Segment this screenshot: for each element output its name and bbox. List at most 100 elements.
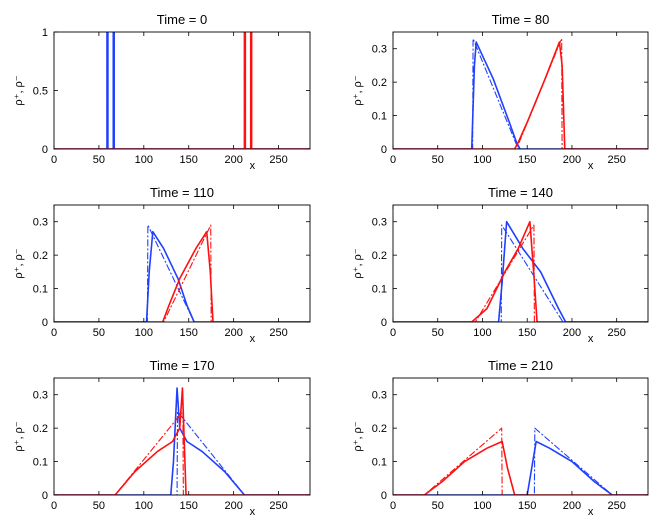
y-tick-label: 0 [42,490,48,502]
y-axis-label: ρ⁺, ρ⁻ [13,421,25,451]
x-tick-label: 50 [93,327,105,339]
y-tick-label: 0.2 [372,77,387,89]
x-tick-label: 100 [135,154,153,166]
x-tick-label: 200 [224,327,242,339]
y-tick-label: 0.1 [33,284,48,296]
y-tick-label: 0.3 [33,217,48,229]
series-line-red-solid [54,32,310,149]
series-line-blue-solid [393,41,648,149]
series-group [393,427,648,495]
series-line-red-dashed [393,38,648,149]
series-line-red-dashed [54,410,310,495]
series-line-red-dashed [54,224,310,322]
y-tick-label: 0.2 [33,423,48,435]
subplot-2: 0 50 100 150 200 250 0 0.1 0.2 0.3 Time = 80 x ρ⁺, ρ… [352,12,649,172]
axes-frame [392,377,649,496]
y-axis-label: ρ⁺, ρ⁻ [13,248,25,278]
axes-frame [392,204,649,323]
series-line-red-solid [393,440,648,495]
x-tick-label: 50 [432,154,444,166]
x-tick-label: 0 [390,500,396,512]
x-tick-label: 150 [180,500,198,512]
x-tick-label: 250 [269,327,287,339]
series-line-blue-dashed [393,38,648,149]
subplot-3: 0 50 100 150 200 250 0 0.1 0.2 0.3 Time = 110 x ρ⁺, … [13,185,311,345]
chart-title: Time = 170 [150,358,215,373]
y-axis-label: ρ⁺, ρ⁻ [352,421,364,451]
chart-title: Time = 140 [488,185,553,200]
x-tick-label: 100 [473,500,491,512]
x-tick-label: 200 [224,500,242,512]
series-line-blue-solid [393,440,648,495]
x-tick-label: 0 [51,327,57,339]
y-tick-label: 0.3 [372,44,387,56]
x-axis-label: x [588,333,594,345]
y-axis-label: ρ⁺, ρ⁻ [13,75,25,105]
series-line-blue-solid [54,230,310,322]
x-axis-label: x [250,506,256,518]
y-tick-label: 0 [381,317,387,329]
x-tick-label: 250 [269,154,287,166]
y-axis-label: ρ⁺, ρ⁻ [352,248,364,278]
x-tick-label: 250 [608,500,626,512]
x-tick-label: 100 [135,500,153,512]
series-line-blue-dashed [54,410,310,495]
axes-frame [53,204,311,323]
series-line-blue-dashed [393,427,648,495]
x-tick-label: 150 [518,500,536,512]
subplot-5: 0 50 100 150 200 250 0 0.1 0.2 0.3 Time = 170 x ρ⁺, … [13,358,311,518]
subplot-1: 0 50 100 150 200 250 0 0.5 1 Time = 0 x ρ⁺, ρ⁻ [13,12,311,172]
series-line-blue-dashed [393,224,648,322]
series-line-red-solid [54,387,310,495]
y-axis-label: ρ⁺, ρ⁻ [352,75,364,105]
x-tick-label: 150 [518,327,536,339]
series-line-red-solid [393,220,648,322]
axes-frame [53,377,311,496]
y-tick-label: 0.1 [372,284,387,296]
axes-frame [392,31,649,150]
x-tick-label: 200 [224,154,242,166]
x-tick-label: 150 [518,154,536,166]
x-tick-label: 150 [180,154,198,166]
x-tick-label: 50 [432,500,444,512]
y-tick-label: 0.2 [33,250,48,262]
chart-title: Time = 110 [150,185,214,200]
chart-title: Time = 0 [157,12,207,27]
subplot-6: 0 50 100 150 200 250 0 0.1 0.2 0.3 Time = 210 x ρ⁺, … [352,358,649,518]
y-tick-label: 0.1 [33,457,48,469]
series-line-red-dashed [393,224,648,322]
x-tick-label: 250 [608,327,626,339]
y-tick-label: 0.5 [33,86,48,98]
y-tick-label: 0 [42,144,48,156]
x-axis-label: x [588,160,594,172]
y-tick-label: 0 [42,317,48,329]
series-group [393,220,648,322]
x-tick-label: 50 [93,500,105,512]
x-axis-label: x [250,333,256,345]
y-tick-label: 0 [381,144,387,156]
y-tick-label: 0.1 [372,111,387,123]
y-tick-label: 1 [42,27,48,39]
y-tick-label: 0.3 [33,390,48,402]
x-tick-label: 100 [473,154,491,166]
series-line-blue-solid [393,220,648,322]
y-tick-label: 0.3 [372,217,387,229]
x-tick-label: 200 [563,500,581,512]
series-line-blue-solid [54,32,310,149]
x-tick-label: 200 [563,154,581,166]
x-axis-label: x [588,506,594,518]
x-tick-label: 250 [269,500,287,512]
x-tick-label: 0 [390,327,396,339]
x-tick-label: 0 [390,154,396,166]
series-line-red-solid [54,230,310,322]
x-axis-label: x [250,160,256,172]
subplot-4: 0 50 100 150 200 250 0 0.1 0.2 0.3 Time = 140 x ρ⁺, … [352,185,649,345]
series-group [393,38,648,149]
y-tick-label: 0 [381,490,387,502]
series-group [54,387,310,495]
y-tick-label: 0.3 [372,390,387,402]
x-tick-label: 0 [51,500,57,512]
axes-frame [53,31,311,150]
series-line-red-dashed [54,32,310,149]
